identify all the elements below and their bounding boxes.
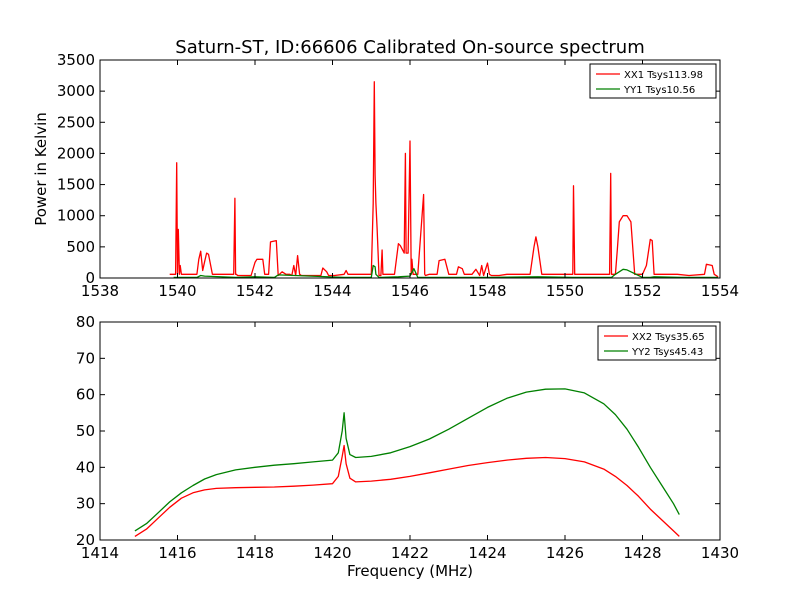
bottom-x-tick-label: 1420 xyxy=(313,544,351,562)
bottom-x-tick-label: 1430 xyxy=(701,544,739,562)
bottom-x-axis-label: Frequency (MHz) xyxy=(347,562,473,580)
top-x-tick-label: 1550 xyxy=(546,282,584,300)
top-x-tick-label: 1538 xyxy=(81,282,119,300)
top-legend-label: XX1 Tsys113.98 xyxy=(624,70,703,81)
bottom-y-tick-label: 30 xyxy=(76,495,95,513)
bottom-legend-label: XX2 Tsys35.65 xyxy=(632,332,705,343)
bottom-legend: XX2 Tsys35.65 YY2 Tsys45.43 xyxy=(597,325,717,361)
top-x-tick-label: 1548 xyxy=(468,282,506,300)
top-x-tick-label: 1544 xyxy=(313,282,351,300)
top-y-tick-label: 2500 xyxy=(57,113,95,131)
bottom-y-tick-label: 80 xyxy=(76,313,95,331)
top-y-tick-label: 3500 xyxy=(57,51,95,69)
top-x-tick-label: 1546 xyxy=(391,282,429,300)
top-y-tick-label: 1500 xyxy=(57,176,95,194)
top-chart-panel: 1538 1540 1542 1544 1546 1548 1550 1552 1554 0 500… xyxy=(32,51,739,300)
bottom-y-tick-label: 60 xyxy=(76,386,95,404)
bottom-series-line-1 xyxy=(134,444,680,537)
bottom-x-tick-label: 1422 xyxy=(391,544,429,562)
top-legend: XX1 Tsys113.98 YY1 Tsys10.56 xyxy=(589,63,717,99)
top-y-tick-label: 1000 xyxy=(57,207,95,225)
bottom-series-line-2 xyxy=(134,388,680,532)
bottom-x-tick-label: 1416 xyxy=(158,544,196,562)
bottom-y-tick-label: 50 xyxy=(76,422,95,440)
top-series-line-1 xyxy=(169,81,719,278)
bottom-chart-panel: 1414 1416 1418 1420 1422 1424 1426 1428 1430 20 30… xyxy=(76,313,739,580)
top-y-axis-label: Power in Kelvin xyxy=(32,112,50,226)
top-x-tick-label: 1554 xyxy=(701,282,739,300)
top-legend-box xyxy=(589,63,717,99)
bottom-x-tick-label: 1414 xyxy=(81,544,119,562)
top-x-tick-label: 1552 xyxy=(623,282,661,300)
top-y-tick-label: 500 xyxy=(66,238,95,256)
bottom-y-tick-label: 20 xyxy=(76,531,95,549)
bottom-x-tick-label: 1428 xyxy=(623,544,661,562)
top-x-tick-label: 1542 xyxy=(236,282,274,300)
bottom-x-tick-label: 1418 xyxy=(236,544,274,562)
top-x-tick-label: 1540 xyxy=(158,282,196,300)
top-legend-label: YY1 Tsys10.56 xyxy=(623,85,695,96)
bottom-y-tick-label: 40 xyxy=(76,458,95,476)
bottom-legend-box xyxy=(597,325,717,361)
bottom-y-tick-label: 70 xyxy=(76,349,95,367)
bottom-x-tick-label: 1426 xyxy=(546,544,584,562)
top-y-tick-label: 3000 xyxy=(57,82,95,100)
bottom-x-tick-label: 1424 xyxy=(468,544,506,562)
chart-title: Saturn-ST, ID:66606 Calibrated On-source… xyxy=(175,37,644,58)
top-y-tick-label: 2000 xyxy=(57,144,95,162)
top-series-line-2 xyxy=(173,264,719,279)
top-y-tick-label: 0 xyxy=(85,269,95,287)
bottom-legend-label: YY2 Tsys45.43 xyxy=(631,347,703,358)
